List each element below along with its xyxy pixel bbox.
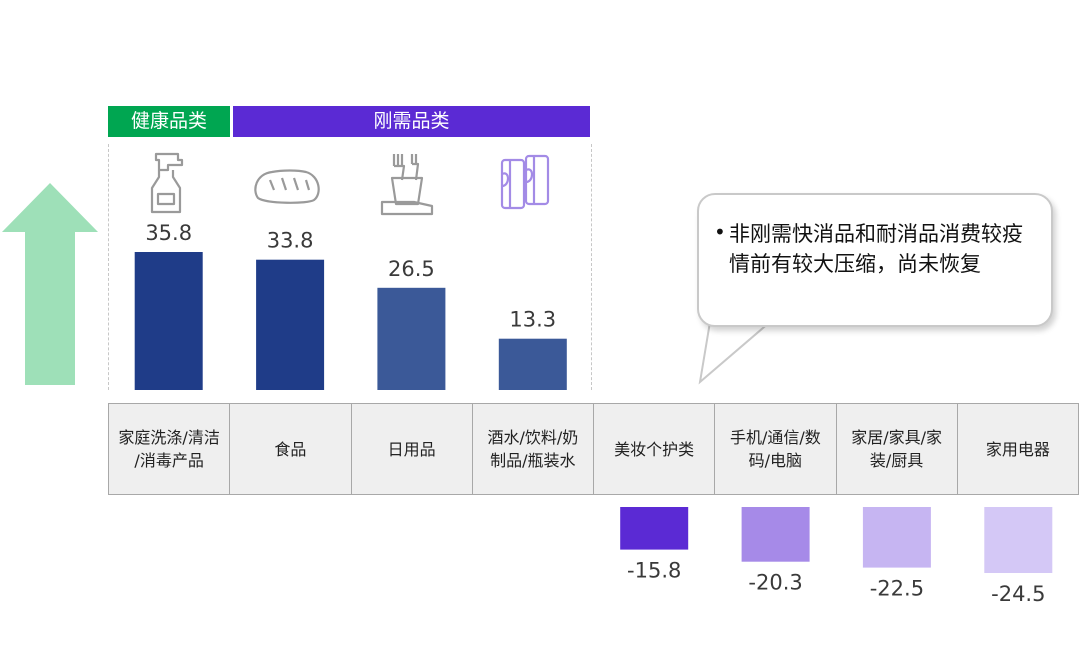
- bar-value-label: 13.3: [509, 308, 556, 332]
- bread-icon: [254, 169, 320, 204]
- cans-icon: [500, 154, 550, 210]
- bar-value-label: 35.8: [145, 221, 192, 245]
- category-label: 家居/家具/家 装/厨具: [835, 403, 958, 495]
- bar-value-label: 33.8: [267, 229, 314, 253]
- bar-value-label: -15.8: [627, 559, 681, 583]
- bar: [134, 252, 203, 390]
- category-label: 美妆个护类: [593, 403, 716, 495]
- bar-value-label: -20.3: [748, 571, 802, 595]
- category-label: 家庭洗涤/清洁/消毒产品: [108, 403, 231, 495]
- category-label: 家用电器: [956, 403, 1079, 495]
- toothbrush-cup-icon: [380, 154, 434, 216]
- bar: [377, 287, 446, 390]
- bar: [498, 338, 567, 390]
- category-label: 日用品: [350, 403, 473, 495]
- category-label: 食品: [229, 403, 352, 495]
- category-row: 家庭洗涤/清洁/消毒产品 食品 日用品 酒水/饮料/奶 制品/瓶装水 美妆个护类 手机/通信…: [108, 403, 1079, 495]
- growth-arrow: [2, 183, 98, 385]
- bar: [620, 507, 689, 550]
- callout-bubble: 非刚需快消品和耐消品消费较疫情前有较大压缩，尚未恢复: [697, 193, 1053, 327]
- health-category-tag: 健康品类: [108, 106, 230, 137]
- rigid-category-tag: 刚需品类: [233, 106, 590, 137]
- bar: [256, 259, 325, 390]
- bar-value-label: -24.5: [991, 582, 1045, 606]
- bar: [862, 507, 931, 568]
- callout-text: 非刚需快消品和耐消品消费较疫情前有较大压缩，尚未恢复: [729, 222, 1023, 276]
- bar: [984, 507, 1053, 573]
- category-label: 手机/通信/数 码/电脑: [714, 403, 837, 495]
- positive-group-frame: [108, 144, 592, 390]
- bar: [741, 507, 810, 562]
- spray-bottle-icon: [150, 152, 184, 214]
- bar-value-label: 26.5: [388, 257, 435, 281]
- bar-value-label: -22.5: [870, 577, 924, 601]
- category-label: 酒水/饮料/奶 制品/瓶装水: [471, 403, 594, 495]
- callout-bullet: •: [714, 220, 726, 244]
